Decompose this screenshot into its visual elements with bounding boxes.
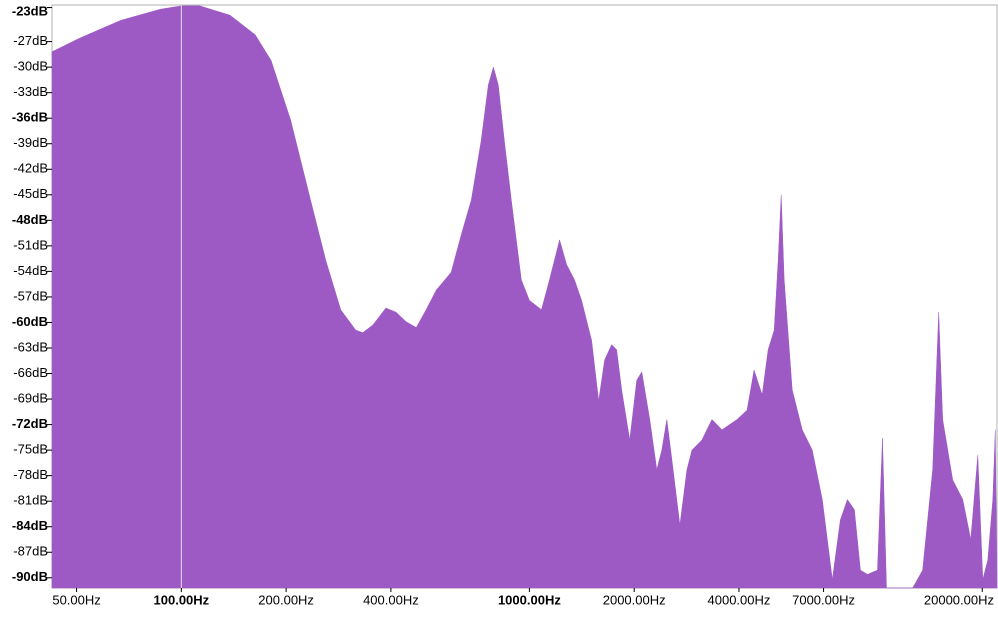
x-tick-label: 1000.00Hz — [498, 592, 561, 607]
y-tick-label: -51dB — [13, 237, 48, 252]
y-tick-label: -81dB — [13, 493, 48, 508]
y-tick-label: -30dB — [13, 59, 48, 74]
spectrum-area — [51, 5, 998, 589]
y-tick-label: -54dB — [13, 263, 48, 278]
x-tick-label: 200.00Hz — [258, 592, 314, 607]
y-tick-label: -60dB — [12, 314, 48, 329]
y-tick-label: -75dB — [13, 442, 48, 457]
y-tick-label: -57dB — [13, 288, 48, 303]
y-tick-label: -48dB — [12, 212, 48, 227]
y-tick-label: -84dB — [12, 518, 48, 533]
y-tick-label: -33dB — [13, 84, 48, 99]
x-tick-label: 2000.00Hz — [603, 592, 666, 607]
y-tick-label: -45dB — [13, 186, 48, 201]
y-tick-label: -63dB — [13, 339, 48, 354]
y-tick-label: -36dB — [12, 110, 48, 125]
x-tick-label: 100.00Hz — [154, 592, 210, 607]
x-tick-label: 400.00Hz — [363, 592, 419, 607]
y-tick-label: -90dB — [12, 569, 48, 584]
x-tick-label: 20000.00Hz — [924, 592, 994, 607]
y-tick-label: -42dB — [13, 161, 48, 176]
x-tick-label: 50.00Hz — [52, 592, 100, 607]
x-tick-label: 4000.00Hz — [708, 592, 771, 607]
y-tick-label: -72dB — [12, 416, 48, 431]
y-tick-label: -78dB — [13, 467, 48, 482]
y-tick-label: -69dB — [13, 390, 48, 405]
y-tick-label: -23dB — [12, 3, 48, 18]
x-tick-label: 7000.00Hz — [792, 592, 855, 607]
y-tick-label: -87dB — [13, 544, 48, 559]
y-tick-label: -39dB — [13, 135, 48, 150]
y-tick-label: -27dB — [13, 33, 48, 48]
y-tick-label: -66dB — [13, 365, 48, 380]
